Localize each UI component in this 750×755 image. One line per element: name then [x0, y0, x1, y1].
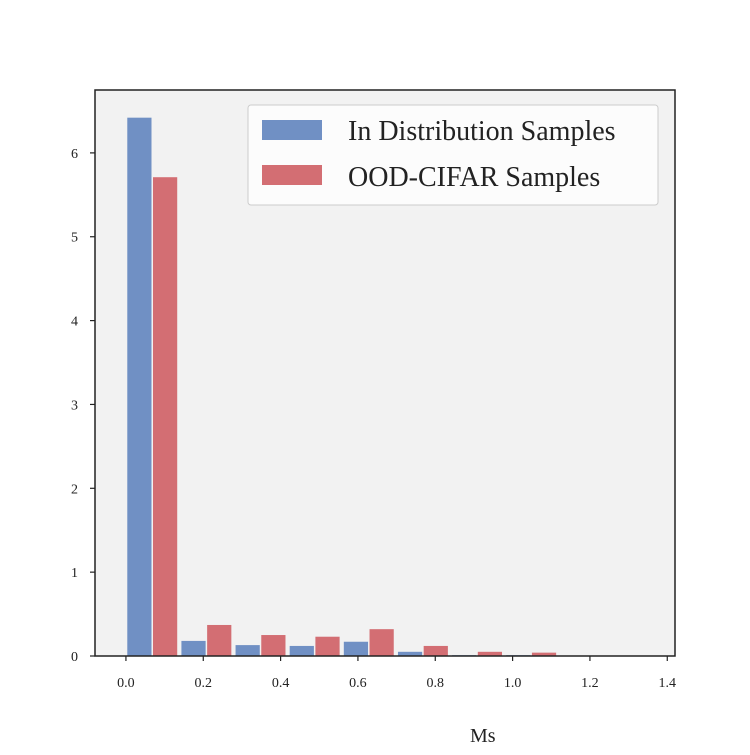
- bar-ood-cifar-7: [531, 652, 557, 656]
- y-tick-label-6: 6: [71, 147, 78, 162]
- bar-ood-cifar-6: [477, 651, 503, 656]
- legend-swatch-in-distribution: [262, 120, 322, 140]
- x-axis-label-cutoff: Ms: [470, 725, 496, 747]
- legend-label-in-distribution: In Distribution Samples: [348, 116, 616, 147]
- x-tick-label-1: 0.2: [195, 676, 213, 691]
- y-tick-label-2: 2: [71, 482, 78, 497]
- y-tick-label-5: 5: [71, 231, 78, 246]
- legend: In Distribution Samples OOD-CIFAR Sample…: [247, 104, 659, 206]
- bar-in-distribution-0: [127, 117, 152, 656]
- y-tick-label-4: 4: [71, 315, 78, 330]
- y-tick-label-3: 3: [71, 398, 78, 413]
- y-tick-label-1: 1: [71, 566, 78, 581]
- legend-box: [247, 104, 659, 206]
- bars-group: [127, 117, 557, 656]
- x-tick-label-5: 1.0: [504, 676, 522, 691]
- bar-in-distribution-2: [235, 645, 260, 656]
- legend-swatch-ood-cifar: [262, 165, 322, 185]
- y-axis: 0 1 2 3 4 5 6: [71, 147, 95, 665]
- bar-in-distribution-5: [397, 651, 423, 656]
- x-tick-label-6: 1.2: [581, 676, 599, 691]
- x-tick-label-7: 1.4: [659, 676, 677, 691]
- bar-ood-cifar-2: [261, 635, 286, 656]
- x-axis: 0.0 0.2 0.4 0.6 0.8 1.0 1.2 1.4: [117, 656, 676, 691]
- legend-label-ood-cifar: OOD-CIFAR Samples: [348, 162, 600, 193]
- bar-ood-cifar-3: [315, 636, 340, 656]
- x-tick-label-3: 0.6: [349, 676, 367, 691]
- plot-frame: [94, 89, 676, 657]
- y-tick-label-0: 0: [71, 650, 78, 665]
- x-tick-label-2: 0.4: [272, 676, 290, 691]
- bar-ood-cifar-4: [369, 629, 394, 656]
- bar-in-distribution-1: [181, 640, 206, 656]
- bar-ood-cifar-0: [153, 177, 178, 656]
- bar-in-distribution-3: [289, 645, 314, 656]
- bar-ood-cifar-5: [423, 645, 448, 656]
- bar-ood-cifar-1: [207, 624, 232, 656]
- x-tick-label-0: 0.0: [117, 676, 135, 691]
- bar-in-distribution-4: [343, 641, 369, 656]
- x-tick-label-4: 0.8: [427, 676, 445, 691]
